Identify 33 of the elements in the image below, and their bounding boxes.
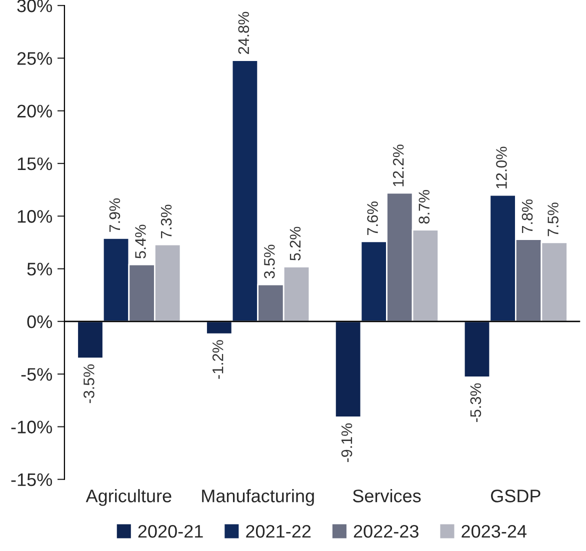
y-tick-label: 15% <box>18 157 52 170</box>
y-tick-label: -10% <box>11 420 52 434</box>
data-label: 7.6% <box>367 202 378 236</box>
data-label: -9.1% <box>341 423 352 462</box>
legend-label: 2021-22 <box>246 524 311 538</box>
data-label: -5.3% <box>470 383 482 422</box>
legend-label: 2023-24 <box>462 524 527 538</box>
data-label: 5.2% <box>290 226 301 260</box>
data-label: 7.5% <box>548 202 558 236</box>
data-label: 8.7% <box>418 190 430 224</box>
x-tick-label: Manufacturing <box>202 489 314 506</box>
legend-label: 2022-23 <box>354 524 418 538</box>
y-tick-label: -5% <box>21 368 52 381</box>
y-tick-label: 25% <box>17 52 52 65</box>
data-label: -1.2% <box>212 340 224 379</box>
data-label: 12.2% <box>392 144 404 186</box>
x-tick-label: GSDP <box>491 490 540 502</box>
data-label: -3.5% <box>84 364 94 404</box>
y-tick-label: 0% <box>27 315 52 328</box>
data-label: 3.5% <box>264 244 275 278</box>
data-label: 24.8% <box>238 12 250 54</box>
y-tick-label: 10% <box>18 210 52 223</box>
y-tick-label: 5% <box>27 262 52 276</box>
data-label: 7.8% <box>522 199 533 233</box>
y-tick-label: -15% <box>11 473 52 486</box>
data-label: 7.3% <box>160 204 172 238</box>
data-label: 12.0% <box>496 146 507 188</box>
y-tick-label: 20% <box>17 104 52 118</box>
x-tick-label: Services <box>352 489 421 502</box>
data-label: 7.9% <box>109 198 120 232</box>
legend-label: 2020-21 <box>138 524 203 538</box>
data-label: 5.4% <box>135 224 146 258</box>
x-tick-label: Agriculture <box>86 489 172 506</box>
